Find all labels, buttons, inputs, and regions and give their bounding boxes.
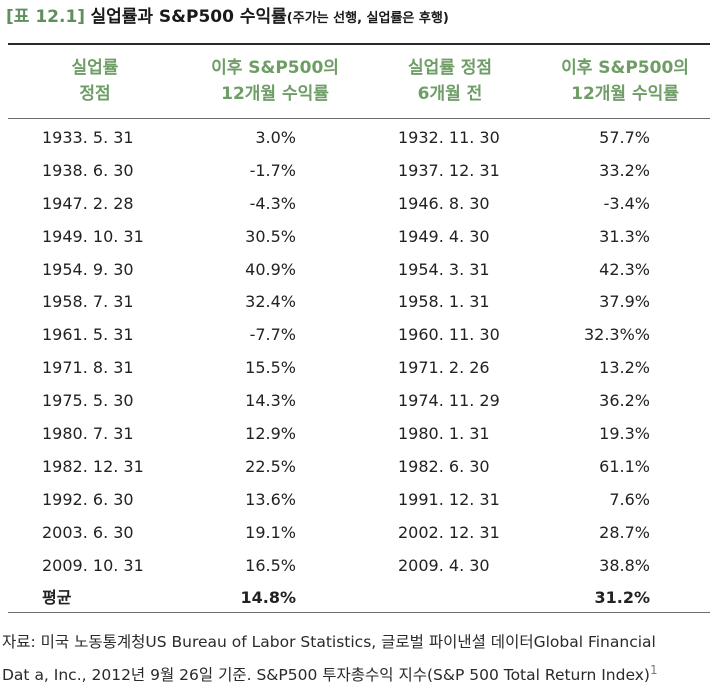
return-after-peak-cell: 14.3% <box>245 391 296 411</box>
table-row: 1958. 7. 31 32.4% 1958. 1. 31 37.9% <box>8 286 710 319</box>
average-row: 평균 14.8% 31.2% <box>8 582 710 615</box>
return-after-peak-cell: 40.9% <box>245 259 296 279</box>
header-col4-line2: 12개월 수익률 <box>571 84 679 104</box>
peak-date-cell: 1980. 7. 31 <box>42 424 134 444</box>
table-row: 1947. 2. 28 -4.3% 1946. 8. 30 -3.4% <box>8 188 710 221</box>
return-after-peak-cell: 19.1% <box>245 522 296 542</box>
top-rule <box>8 43 710 45</box>
return-after-peak-cell: 12.9% <box>245 424 296 444</box>
table-row: 2003. 6. 30 19.1% 2002. 12. 31 28.7% <box>8 517 710 550</box>
return-after-six-months-before-cell: 28.7% <box>599 522 650 542</box>
header-col1: 실업률 정점 <box>20 55 170 111</box>
table-title: [표 12.1] 실업률과 S&P500 수익률(주가는 선행, 실업률은 후행… <box>6 2 449 32</box>
header-col1-line2: 정점 <box>79 84 111 104</box>
table-row: 2009. 10. 31 16.5% 2009. 4. 30 38.8% <box>8 550 710 583</box>
return-after-peak-cell: -7.7% <box>249 325 296 345</box>
return-after-peak-cell: -1.7% <box>249 160 296 180</box>
six-months-before-date-cell: 1946. 8. 30 <box>398 193 490 213</box>
table-subtitle: (주가는 선행, 실업률은 후행) <box>286 11 449 26</box>
return-after-six-months-before-cell: 19.3% <box>599 424 650 444</box>
return-after-six-months-before-cell: 33.2% <box>599 160 650 180</box>
header-col3: 실업률 정점 6개월 전 <box>380 55 520 111</box>
return-after-peak-cell: 13.6% <box>245 489 296 509</box>
return-after-six-months-before-cell: 38.8% <box>599 555 650 575</box>
header-rule <box>8 118 710 119</box>
peak-date-cell: 2003. 6. 30 <box>42 522 134 542</box>
table-row: 1982. 12. 31 22.5% 1982. 6. 30 61.1% <box>8 451 710 484</box>
peak-date-cell: 1971. 8. 31 <box>42 358 134 378</box>
return-after-six-months-before-cell: 57.7% <box>599 128 650 147</box>
table-row: 1975. 5. 30 14.3% 1974. 11. 29 36.2% <box>8 385 710 418</box>
six-months-before-date-cell: 1960. 11. 30 <box>398 325 500 345</box>
peak-date-cell: 1933. 5. 31 <box>42 128 134 147</box>
return-after-six-months-before-cell: 32.3%% <box>583 325 650 345</box>
return-after-six-months-before-cell: 42.3% <box>599 259 650 279</box>
six-months-before-date-cell: 1958. 1. 31 <box>398 292 490 312</box>
peak-date-cell: 1938. 6. 30 <box>42 160 134 180</box>
six-months-before-date-cell: 1982. 6. 30 <box>398 456 490 476</box>
return-after-peak-cell: -4.3% <box>249 193 296 213</box>
six-months-before-date-cell: 1974. 11. 29 <box>398 391 500 411</box>
table-row: 1949. 10. 31 30.5% 1949. 4. 30 31.3% <box>8 221 710 254</box>
return-after-peak-cell: 16.5% <box>245 555 296 575</box>
six-months-before-date-cell: 1949. 4. 30 <box>398 226 490 246</box>
footnote-mark: 1 <box>649 663 658 677</box>
return-after-six-months-before-cell: -3.4% <box>603 193 650 213</box>
table-tag: [표 12.1] <box>6 7 86 27</box>
header-col3-line2: 6개월 전 <box>417 84 483 104</box>
source-line-1: 자료: 미국 노동통계청US Bureau of Labor Statistic… <box>2 633 656 651</box>
six-months-before-date-cell: 1980. 1. 31 <box>398 424 490 444</box>
header-col2-line2: 12개월 수익률 <box>221 84 329 104</box>
six-months-before-date-cell: 1954. 3. 31 <box>398 259 490 279</box>
six-months-before-date-cell: 1971. 2. 26 <box>398 358 490 378</box>
average-return-after-peak: 14.8% <box>240 588 296 608</box>
source-line-2-text: Dat a, Inc., 2012년 9월 26일 기준. S&P500 투자총… <box>2 666 650 684</box>
return-after-six-months-before-cell: 37.9% <box>599 292 650 312</box>
peak-date-cell: 1958. 7. 31 <box>42 292 134 312</box>
table-row: 1992. 6. 30 13.6% 1991. 12. 31 7.6% <box>8 484 710 517</box>
return-after-six-months-before-cell: 61.1% <box>599 456 650 476</box>
peak-date-cell: 1961. 5. 31 <box>42 325 134 345</box>
six-months-before-date-cell: 1932. 11. 30 <box>398 128 500 147</box>
return-after-six-months-before-cell: 36.2% <box>599 391 650 411</box>
peak-date-cell: 1947. 2. 28 <box>42 193 134 213</box>
source-note: 자료: 미국 노동통계청US Bureau of Labor Statistic… <box>2 628 718 689</box>
header-col1-line1: 실업률 <box>71 58 119 78</box>
return-after-peak-cell: 30.5% <box>245 226 296 246</box>
six-months-before-date-cell: 1991. 12. 31 <box>398 489 500 509</box>
table-body: 1933. 5. 31 3.0% 1932. 11. 30 57.7% 1938… <box>8 122 710 615</box>
table-row: 1954. 9. 30 40.9% 1954. 3. 31 42.3% <box>8 254 710 287</box>
header-col2-line1: 이후 S&P500의 <box>211 58 339 78</box>
average-return-after-six-months-before: 31.2% <box>594 588 650 608</box>
peak-date-cell: 1992. 6. 30 <box>42 489 134 509</box>
header-col4: 이후 S&P500의 12개월 수익률 <box>540 55 710 111</box>
peak-date-cell: 1982. 12. 31 <box>42 456 144 476</box>
return-after-six-months-before-cell: 13.2% <box>599 358 650 378</box>
table-row: 1933. 5. 31 3.0% 1932. 11. 30 57.7% <box>8 122 710 155</box>
table-title-main: 실업률과 S&P500 수익률 <box>90 7 287 27</box>
source-line-2: Dat a, Inc., 2012년 9월 26일 기준. S&P500 투자총… <box>2 656 718 689</box>
peak-date-cell: 2009. 10. 31 <box>42 555 144 575</box>
return-after-six-months-before-cell: 7.6% <box>609 489 650 509</box>
return-after-peak-cell: 3.0% <box>255 128 296 147</box>
bottom-rule <box>8 612 710 613</box>
return-after-peak-cell: 15.5% <box>245 358 296 378</box>
table-row: 1938. 6. 30 -1.7% 1937. 12. 31 33.2% <box>8 155 710 188</box>
return-after-six-months-before-cell: 31.3% <box>599 226 650 246</box>
return-after-peak-cell: 32.4% <box>245 292 296 312</box>
return-after-peak-cell: 22.5% <box>245 456 296 476</box>
header-col3-line1: 실업률 정점 <box>407 58 493 78</box>
six-months-before-date-cell: 2009. 4. 30 <box>398 555 490 575</box>
table-row: 1980. 7. 31 12.9% 1980. 1. 31 19.3% <box>8 418 710 451</box>
header-col2: 이후 S&P500의 12개월 수익률 <box>190 55 360 111</box>
average-label: 평균 <box>42 588 72 608</box>
six-months-before-date-cell: 1937. 12. 31 <box>398 160 500 180</box>
peak-date-cell: 1954. 9. 30 <box>42 259 134 279</box>
six-months-before-date-cell: 2002. 12. 31 <box>398 522 500 542</box>
table-row: 1971. 8. 31 15.5% 1971. 2. 26 13.2% <box>8 352 710 385</box>
peak-date-cell: 1949. 10. 31 <box>42 226 144 246</box>
table-row: 1961. 5. 31 -7.7% 1960. 11. 30 32.3%% <box>8 319 710 352</box>
peak-date-cell: 1975. 5. 30 <box>42 391 134 411</box>
header-col4-line1: 이후 S&P500의 <box>561 58 689 78</box>
